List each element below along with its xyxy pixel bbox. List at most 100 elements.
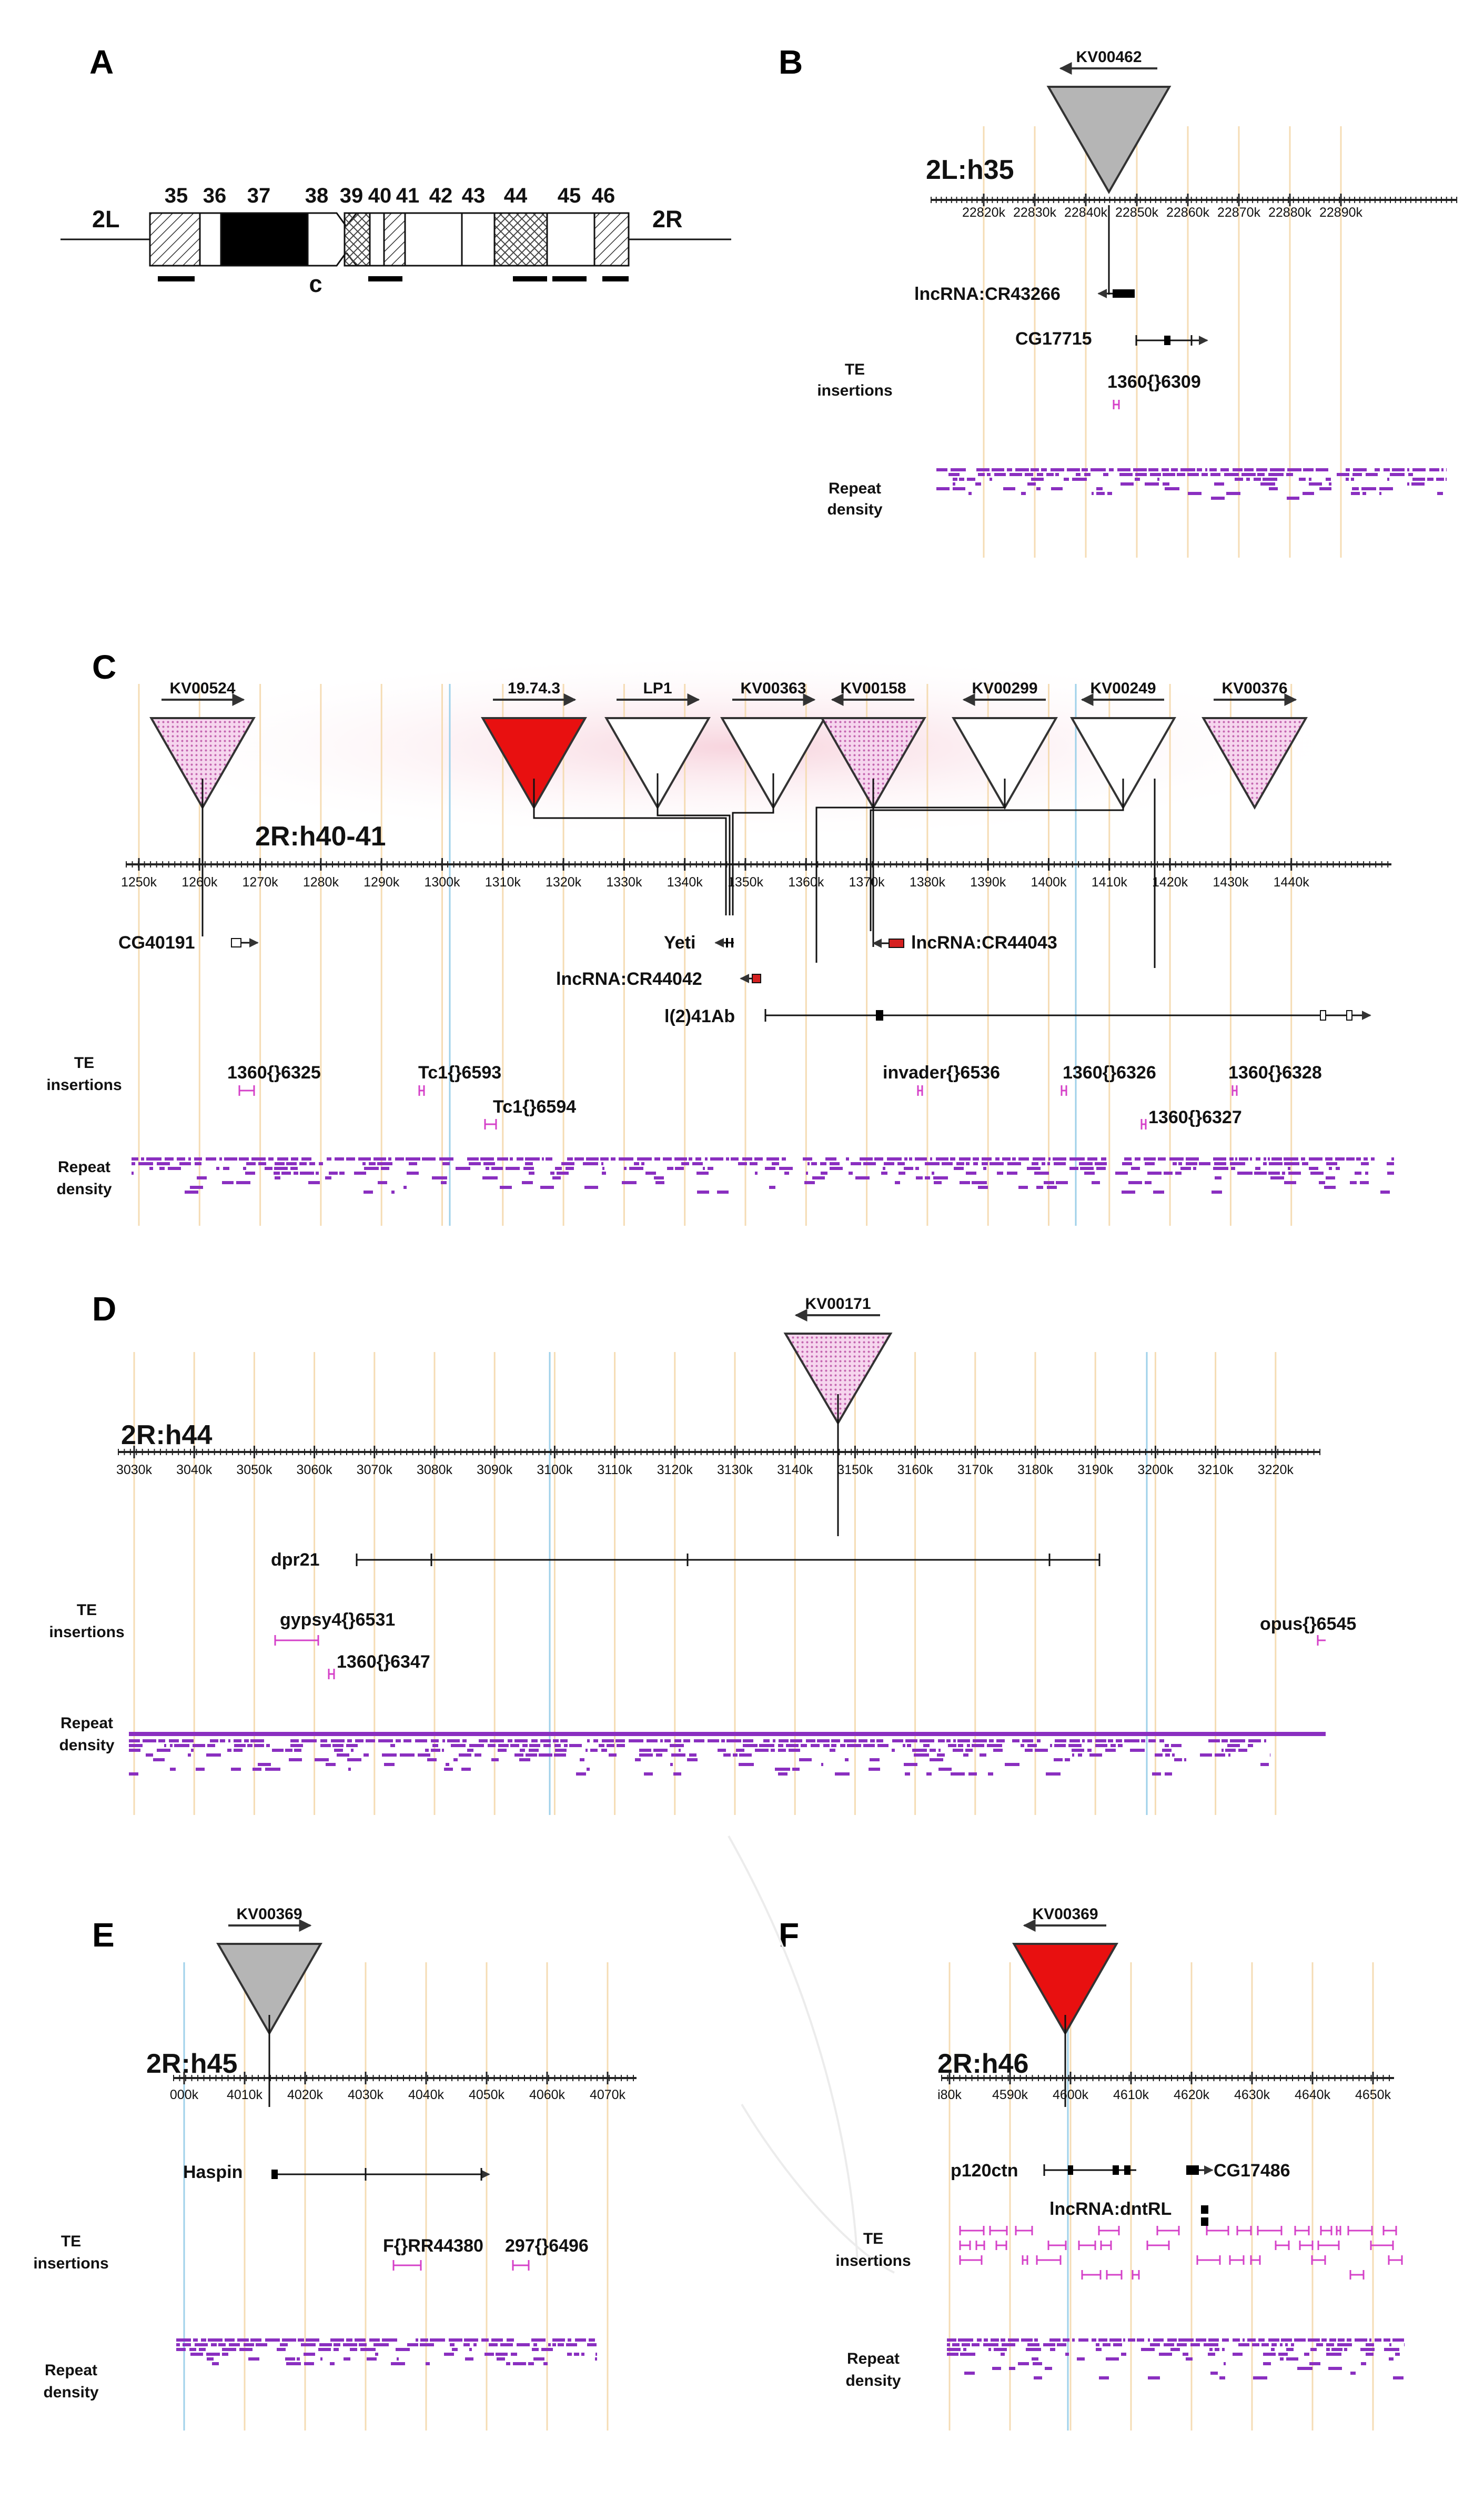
- insertion-label: KV00363: [740, 680, 806, 697]
- insertion-label: LP1: [643, 680, 672, 697]
- tick-label: 3080k: [417, 1463, 453, 1477]
- band-label: 35: [165, 184, 188, 207]
- te-label-2: insertions: [49, 1623, 124, 1641]
- insertion-triangle: [720, 717, 826, 810]
- tick-label: i80k: [937, 2087, 962, 2102]
- tick-label: 22890k: [1319, 205, 1363, 220]
- insertion-triangle: [216, 1943, 322, 2036]
- band-label: 41: [396, 184, 420, 207]
- band-label: 44: [504, 184, 528, 207]
- band-labels: 35 36 37 38 39 40 41 42 43 44 45 46: [165, 184, 615, 207]
- gene-label: dpr21: [271, 1550, 320, 1570]
- tick-label: 3050k: [236, 1463, 272, 1477]
- tick-label: 4640k: [1295, 2087, 1331, 2102]
- tick-label: 22850k: [1115, 205, 1159, 220]
- te-mark: [1113, 400, 1120, 409]
- tick-label: 1310k: [485, 875, 521, 890]
- tick-label: 22840k: [1064, 205, 1108, 220]
- te-label-2: insertions: [33, 2255, 108, 2272]
- gene-l2-41Ab: l(2)41Ab: [664, 1006, 1371, 1026]
- gene-CG17715: CG17715: [1015, 329, 1208, 349]
- te-label-1: TE: [77, 1601, 97, 1619]
- tick-label: 3100k: [537, 1463, 573, 1477]
- gene-label: p120ctn: [951, 2161, 1018, 2181]
- insertion-KV00462: KV00462: [1046, 48, 1172, 195]
- repeat-label-1: Repeat: [60, 1715, 113, 1732]
- te-label-1: TE: [61, 2233, 81, 2250]
- tick-label: 1290k: [364, 875, 400, 890]
- gene-p120ctn: p120ctn: [951, 2161, 1136, 2181]
- panel-d: D 2R:h44 3030k 3040k 3050k 3060k 3070k 3080k 3…: [49, 1290, 1356, 1815]
- repeat-density-track: [132, 1157, 1394, 1194]
- tick-label: 1430k: [1213, 875, 1249, 890]
- gene-lncRNA-CR43266: lncRNA:CR43266: [914, 284, 1135, 304]
- tick-label: 3140k: [777, 1463, 813, 1477]
- tick-label: 1380k: [910, 875, 946, 890]
- te-1360-6326: 1360{}6326: [1063, 1063, 1156, 1083]
- tick-label: 22870k: [1217, 205, 1261, 220]
- te-1360-6328: 1360{}6328: [1228, 1063, 1322, 1083]
- panel-f: F 2R:h46 i80k 4590k 4600k 4610k 4620k 4630k 46…: [728, 1836, 1405, 2431]
- tick-label: 4010k: [227, 2087, 263, 2102]
- band-label: 36: [203, 184, 227, 207]
- insertion-label: KV00171: [805, 1295, 871, 1313]
- band-label: 42: [429, 184, 453, 207]
- insertion-label: 19.74.3: [508, 680, 560, 697]
- repeat-label-1: Repeat: [58, 1158, 110, 1176]
- tick-label: 22830k: [1013, 205, 1057, 220]
- tick-label: 1340k: [667, 875, 703, 890]
- te-opus-6545: opus{}6545: [1260, 1614, 1356, 1634]
- repeat-label-2: density: [845, 2372, 901, 2389]
- panel-b: B 2L:h35 22820k 22830k 22840k 22850k 22860k 2…: [779, 43, 1458, 558]
- tick-label: 4040k: [408, 2087, 445, 2102]
- tick-label: 4630k: [1234, 2087, 1270, 2102]
- gene-label: lncRNA:CR44043: [911, 933, 1057, 953]
- tick-label: 1360k: [788, 875, 824, 890]
- region-title: 2R:h44: [121, 1420, 212, 1450]
- insertion-triangle: [1202, 717, 1308, 810]
- panel-a: A 2L 2R 35 36 37 38 39 40 41 42 43 44 45 46 c: [60, 43, 731, 297]
- insertion-KV00524: KV00524: [149, 680, 256, 810]
- gene-lncRNA-CR44043: lncRNA:CR44043: [872, 933, 1057, 953]
- gene-lncRNA-CR44042: lncRNA:CR44042: [556, 969, 761, 989]
- tick-label: 22880k: [1268, 205, 1312, 220]
- tick-label: 1300k: [424, 875, 460, 890]
- insertion-KV00369: KV00369: [1012, 1905, 1118, 2036]
- gene-dpr21: dpr21: [271, 1550, 1101, 1570]
- insertion-label: KV00158: [840, 680, 906, 697]
- te-F-RR44380: F{}RR44380: [383, 2236, 483, 2256]
- tick-label: 4610k: [1113, 2087, 1149, 2102]
- te-297-6496: 297{}6496: [505, 2236, 589, 2256]
- te-1360-6325: 1360{}6325: [227, 1063, 321, 1083]
- insertion-KV00369: KV00369: [216, 1905, 322, 2036]
- tick-label: 22820k: [962, 205, 1006, 220]
- repeat-density-track: [176, 2338, 597, 2365]
- te-marks: [274, 1635, 1326, 1679]
- insertion-KV00249: KV00249: [1070, 680, 1176, 810]
- tick-label: 1330k: [606, 875, 642, 890]
- te-1360-6347: 1360{}6347: [337, 1652, 430, 1672]
- gene-CG40191: CG40191: [118, 933, 259, 953]
- tick-label: 3210k: [1198, 1463, 1234, 1477]
- repeat-label-2: density: [56, 1181, 112, 1198]
- insertion-LP1: LP1: [604, 680, 711, 810]
- right-arm-label: 2R: [652, 206, 683, 233]
- tick-label: 4600k: [1053, 2087, 1089, 2102]
- tick-label: 000k: [170, 2087, 199, 2102]
- band-label: 43: [462, 184, 486, 207]
- band-label: 37: [247, 184, 271, 207]
- band-label: 38: [305, 184, 329, 207]
- tick-label: 1420k: [1152, 875, 1188, 890]
- insertion-triangle: [820, 717, 926, 810]
- tick-label: 4620k: [1174, 2087, 1210, 2102]
- gene-label: CG17486: [1214, 2161, 1290, 2181]
- gene-label: l(2)41Ab: [664, 1006, 735, 1026]
- te-label-1: TE: [74, 1054, 94, 1072]
- tick-label: 3200k: [1137, 1463, 1174, 1477]
- left-arm-label: 2L: [92, 206, 120, 233]
- te-label-2: insertions: [835, 2252, 911, 2270]
- panel-e: E 2R:h45 000k 4010k 4020k 4030k 4040k 4050k 40…: [33, 1905, 637, 2431]
- tick-label: 1270k: [243, 875, 279, 890]
- tick-label: 1320k: [546, 875, 582, 890]
